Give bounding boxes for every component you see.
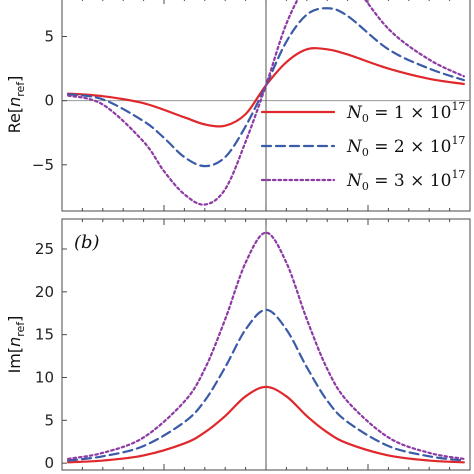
y-tick-label: 5 [44,27,54,45]
y-axis-label-n: n [5,97,24,107]
y-axis-label: Re[nref] [5,76,27,134]
legend-exponent: 17 [451,100,465,113]
legend-exponent: 17 [451,168,465,181]
y-axis-label-sub: ref [14,81,27,97]
legend-label-1: N0 = 1 × 1017 [346,100,465,125]
y-tick-label: 25 [35,240,54,258]
y-tick-label: 20 [35,283,54,301]
legend-exponent: 17 [451,134,465,147]
y-tick-label: 15 [35,326,54,344]
legend-subscript: 0 [362,180,369,193]
panel-bottom-im: 0 5 10 15 20 25 Im[nref] (b) [5,218,471,472]
legend-value: = 2 × 10 [369,137,452,157]
y-tick-label: 5 [44,411,54,429]
legend-symbol: N [346,103,363,123]
y-tick-label: −5 [32,156,54,174]
legend-label-2: N0 = 2 × 1017 [346,134,465,159]
legend-symbol: N [346,171,363,191]
y-axis-label-suffix: ] [5,76,24,82]
series-line-3 [67,0,465,206]
y-tick-label: 10 [35,368,54,386]
legend-value: = 1 × 10 [369,103,452,123]
series-line-3 [67,231,465,460]
y-axis-label: Im[nref] [5,316,27,374]
series-line-2 [67,308,465,462]
y-axis-label-prefix: Re[ [5,107,24,133]
y-tick-label: 0 [44,92,54,110]
legend-symbol: N [346,137,363,157]
y-axis-label-prefix: Im[ [5,347,24,374]
legend-value: = 3 × 10 [369,171,452,191]
y-tick-label: 0 [44,454,54,472]
y-axis-label-suffix: ] [5,316,24,322]
panel-tag: (b) [74,232,100,253]
plot-frame [61,0,471,212]
y-axis-label-n: n [5,337,24,347]
plot-frame [61,218,471,471]
legend-label-3: N0 = 3 × 1017 [346,168,465,193]
y-axis-label-sub: ref [14,321,27,337]
series-line-1 [67,385,465,464]
legend-subscript: 0 [362,112,369,125]
series-line-2 [67,7,465,168]
legend-subscript: 0 [362,146,369,159]
